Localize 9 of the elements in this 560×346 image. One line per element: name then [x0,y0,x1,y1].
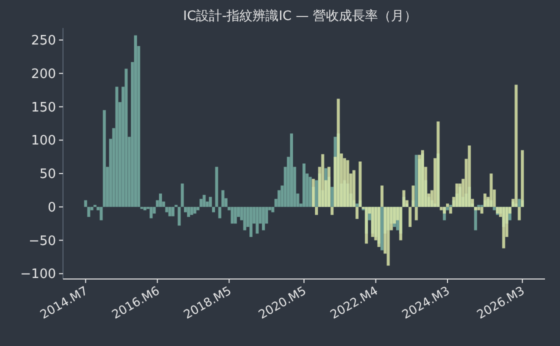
y-tick-label: 250 [31,34,56,49]
y-tick-label: 50 [39,167,56,182]
y-tick-label: −100 [20,267,56,282]
y-tick-label: 100 [31,134,56,149]
y-tick-label: −50 [28,234,56,249]
chart-title: IC設計-指紋辨識IC — 營收成長率（月） [183,8,417,24]
y-tick-label: 0 [48,200,56,216]
y-tick-label: 150 [31,100,56,116]
y-tick-label: 200 [31,66,56,82]
